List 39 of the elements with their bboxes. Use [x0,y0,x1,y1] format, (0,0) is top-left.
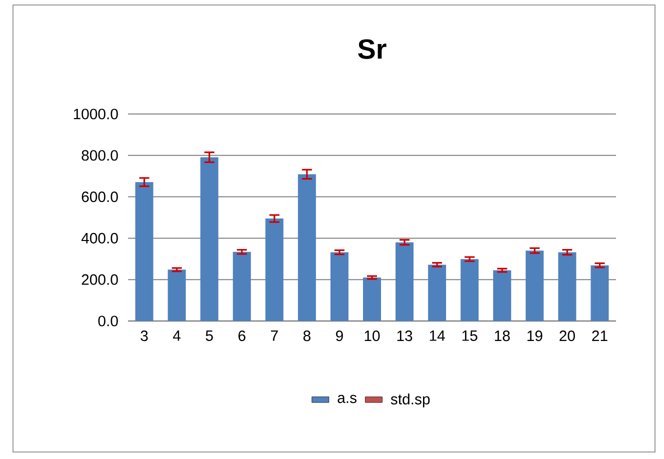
y-tick-label: 600.0 [82,192,118,202]
bar [298,174,316,321]
bar [265,218,284,321]
bar [428,264,446,321]
bar [200,157,218,321]
x-tick-label: 10 [364,330,380,342]
y-tick-label: 200.0 [82,274,118,285]
x-tick-label: 20 [560,330,575,342]
x-tick-label: 6 [238,330,246,342]
x-tick-label: 5 [206,330,213,341]
x-tick-label: 15 [462,330,478,341]
x-tick-label: 9 [336,330,343,342]
bar [232,252,251,321]
x-tick-label: 4 [172,330,181,341]
x-tick-label: 18 [494,330,510,342]
bar [330,252,348,321]
x-tick-label: 3 [140,330,148,342]
bar [396,242,414,321]
x-tick-label: 7 [271,330,278,341]
bar [168,270,186,321]
y-tick-label: 800.0 [82,150,118,161]
y-tick-label: 400.0 [81,232,118,244]
bar [526,250,544,321]
bar [460,259,479,321]
bar [493,270,512,321]
x-tick-label: 19 [528,330,542,342]
bar [590,265,609,321]
chart-title: Sr [358,39,386,59]
bar [135,182,154,321]
x-tick-label: 13 [397,330,412,342]
y-tick-label: 0.0 [98,316,118,326]
y-tick-label: 1000.0 [74,108,118,120]
x-tick-label: 8 [303,330,310,342]
x-tick-label: 14 [430,330,445,341]
x-tick-label: 21 [592,330,608,341]
legend-label: std.sp [390,393,430,408]
legend-label: a.s [338,394,356,404]
bar [363,278,382,321]
bar [558,252,576,321]
